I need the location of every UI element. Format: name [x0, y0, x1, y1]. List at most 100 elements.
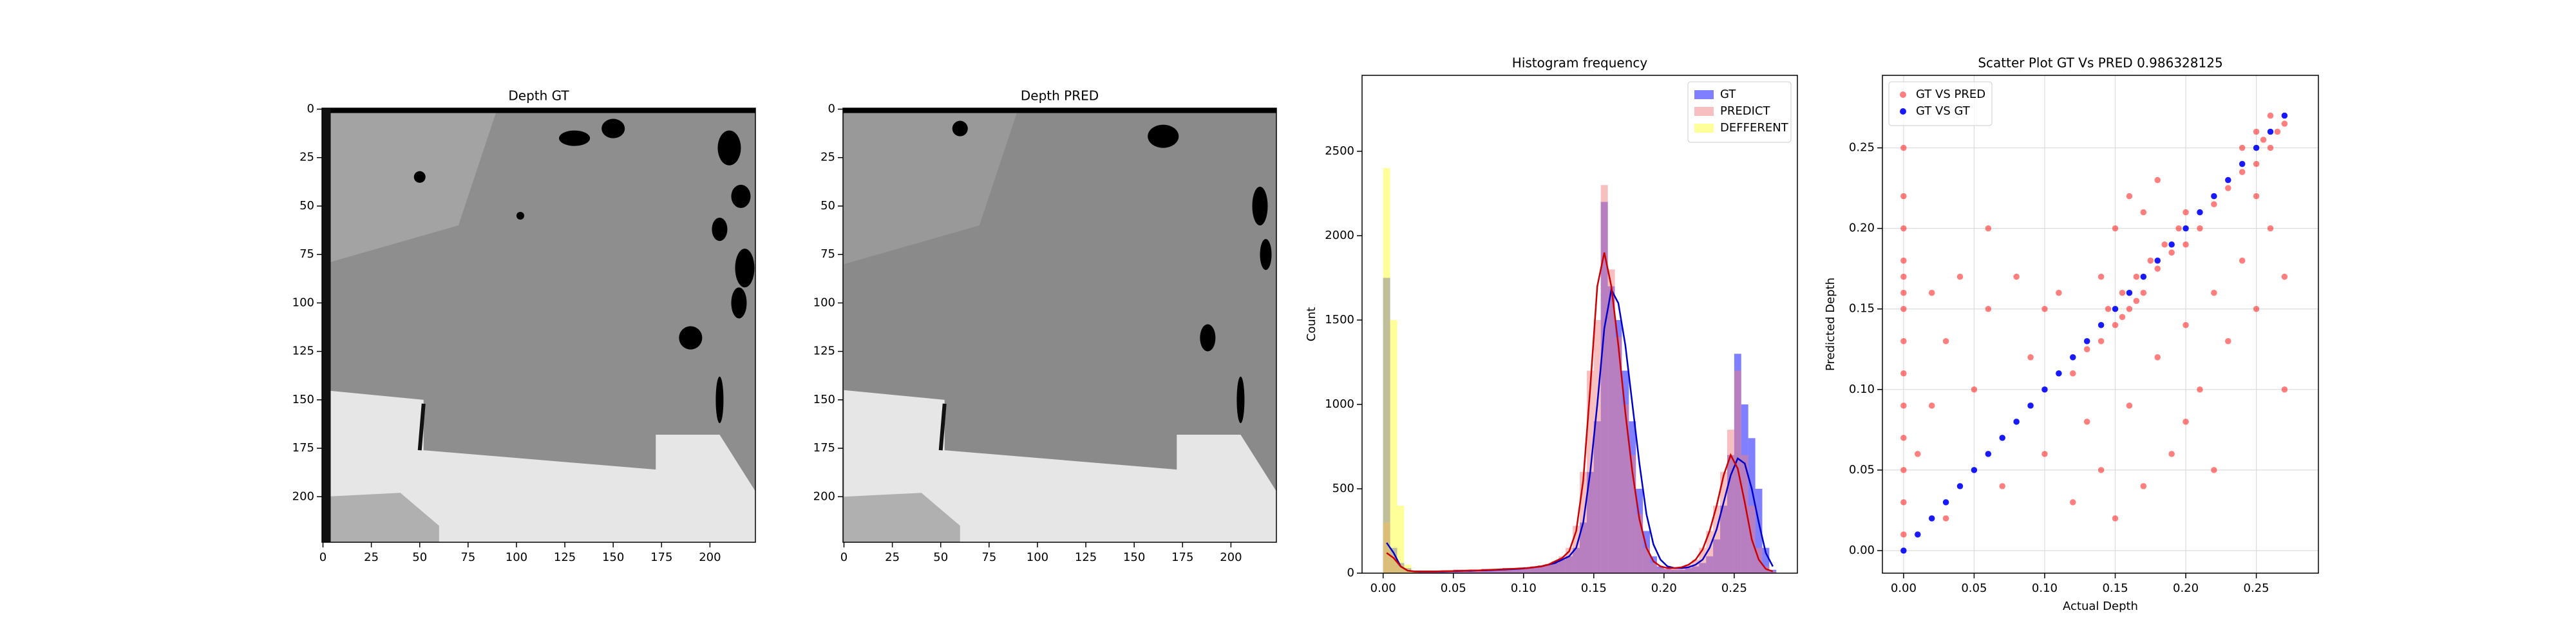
scatter-point: [1900, 370, 1908, 377]
depth-hole: [679, 326, 703, 350]
scatter-point: [2210, 289, 2218, 296]
hist-bar: [1769, 571, 1777, 573]
y-tick-label: 150: [813, 393, 835, 406]
scatter-point: [2126, 305, 2133, 312]
legend-label: DEFFERENT: [1720, 121, 1789, 135]
x-tick-label: 75: [460, 551, 475, 564]
legend-label: GT: [1720, 88, 1736, 101]
scatter-point: [2182, 241, 2190, 248]
scatter-point: [1900, 273, 1908, 280]
left-wall: [323, 109, 497, 265]
scatter-point: [2267, 144, 2274, 151]
x-tick-label: 0.00: [1891, 582, 1917, 595]
scatter-point: [1998, 434, 2006, 442]
depth-hole: [1200, 324, 1216, 352]
scatter-point: [2098, 321, 2105, 329]
wall-edge: [417, 403, 426, 451]
scatter-point: [1900, 434, 1908, 442]
scatter-point: [2196, 209, 2204, 216]
x-tick-label: 125: [1075, 551, 1097, 564]
scatter-point: [1971, 466, 1978, 474]
hist-bar: [1615, 337, 1622, 573]
scatter-point: [2055, 370, 2063, 377]
hist-bar: [1762, 547, 1770, 573]
left-wall: [844, 109, 1018, 265]
scatter-point: [1900, 337, 1908, 345]
x-tick-label: 150: [1123, 551, 1145, 564]
hist-bar: [1607, 269, 1615, 573]
x-tick-label: 0.25: [2244, 582, 2269, 595]
hist-bar: [1748, 438, 1756, 573]
hist-bar: [1516, 568, 1524, 573]
y-tick-label: 0: [1347, 566, 1354, 580]
scatter-point: [1900, 257, 1908, 264]
y-tick-label: 100: [292, 296, 314, 309]
x-tick-label: 0.05: [1961, 582, 1987, 595]
scatter-point: [2126, 193, 2133, 200]
hist-bar: [1474, 569, 1482, 573]
scatter-point: [2224, 176, 2232, 184]
scatter-point: [2224, 337, 2232, 345]
hist-bar: [1523, 567, 1531, 573]
scatter-point: [2154, 176, 2161, 184]
hist-bar: [1509, 568, 1517, 573]
chart-title: Scatter Plot GT Vs PRED 0.986328125: [1978, 55, 2222, 71]
y-tick-label: 200: [292, 489, 314, 503]
scatter-point: [2069, 354, 2077, 361]
scatter-point: [2253, 305, 2260, 312]
scatter-point: [2210, 200, 2218, 208]
scatter-point: [2098, 337, 2105, 345]
depth-image: [843, 108, 1276, 542]
hist-bar: [1411, 571, 1419, 573]
floor-shadow: [323, 493, 439, 542]
hist-bar: [1650, 563, 1657, 573]
scatter-point: [2260, 136, 2267, 144]
scatter-point: [1900, 193, 1908, 200]
scatter-point: [2112, 515, 2119, 522]
y-tick-label: 175: [292, 441, 314, 455]
y-tick-label: 1000: [1325, 397, 1354, 411]
depth-hole: [516, 211, 524, 220]
scatter-point: [2069, 370, 2077, 377]
scatter-point: [1900, 402, 1908, 410]
y-tick-label: 75: [299, 247, 314, 261]
scatter-point: [1900, 305, 1908, 312]
x-tick-label: 0.20: [1651, 582, 1677, 595]
x-tick-label: 0.15: [2102, 582, 2128, 595]
scatter-point: [2253, 193, 2260, 200]
depth-hole: [1148, 124, 1179, 148]
hist-bar: [1397, 506, 1405, 573]
hist-bar: [1692, 560, 1700, 573]
y-axis-label: Predicted Depth: [1824, 278, 1837, 371]
y-tick-label: 100: [813, 296, 835, 309]
x-axis-label: Actual Depth: [2063, 600, 2138, 613]
scatter-point: [2012, 273, 2020, 280]
legend-marker: [1900, 108, 1906, 115]
hist-bar: [1495, 569, 1503, 573]
scatter-point: [2239, 144, 2246, 151]
chart-title: Histogram frequency: [1512, 55, 1648, 71]
x-tick-label: 200: [1220, 551, 1242, 564]
scatter-point: [2281, 386, 2288, 393]
scatter-point: [2210, 466, 2218, 474]
hist-bar: [1383, 168, 1390, 573]
depth-hole: [952, 120, 968, 137]
scatter-point: [2210, 193, 2218, 200]
scatter-point: [2154, 257, 2161, 264]
scatter-point: [2027, 402, 2034, 410]
hist-bar: [1720, 471, 1727, 573]
y-tick-label: 0.10: [1849, 383, 1875, 396]
scatter-point: [2196, 225, 2204, 232]
floor-shadow: [844, 493, 960, 542]
x-tick-label: 0.05: [1441, 582, 1466, 595]
scatter-point: [2154, 354, 2161, 361]
x-tick-label: 0.00: [1370, 582, 1396, 595]
hist-bar: [1713, 506, 1721, 573]
scatter-point: [2168, 241, 2175, 248]
depth-hole: [1252, 186, 1268, 226]
legend-label: GT VS PRED: [1916, 88, 1985, 101]
hist-bar: [1643, 547, 1651, 573]
scatter-point: [2182, 418, 2190, 426]
scatter-point: [2098, 466, 2105, 474]
